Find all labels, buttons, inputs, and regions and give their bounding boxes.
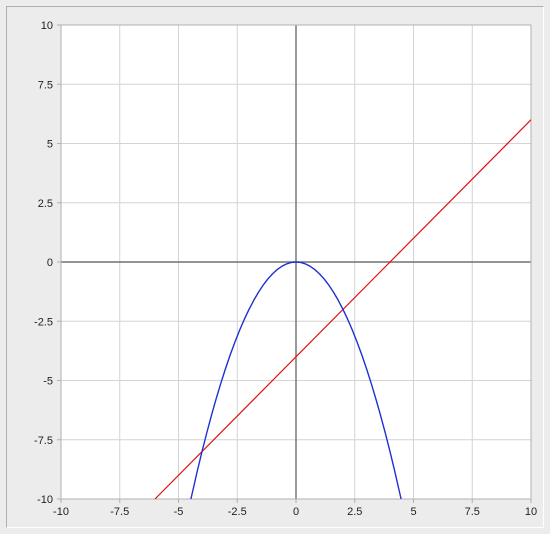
chart-plot: -10 -7.5 -5 -2.5 0 2.5 5 7.5 10 -10 -7.5 -5 -2.5 0 2.5…	[7, 7, 543, 527]
x-tick-label: 7.5	[465, 506, 480, 518]
x-tick-label: -2.5	[228, 506, 247, 518]
x-tick-label: 10	[525, 506, 537, 518]
y-tick-label: 7.5	[38, 79, 53, 91]
y-tick-label: -10	[37, 494, 53, 506]
x-tick-label: -5	[174, 506, 184, 518]
y-tick-label: 5	[47, 139, 53, 151]
y-tick-label: -2.5	[34, 316, 53, 328]
x-tick-label: 5	[410, 506, 416, 518]
x-tick-label: 0	[293, 506, 299, 518]
x-tick-label: -10	[53, 506, 69, 518]
y-tick-label: -5	[43, 376, 53, 388]
chart-frame: -10 -7.5 -5 -2.5 0 2.5 5 7.5 10 -10 -7.5 -5 -2.5 0 2.5…	[6, 6, 544, 528]
x-tick-label: 2.5	[347, 506, 362, 518]
y-tick-label: -7.5	[34, 435, 53, 447]
y-tick-label: 10	[41, 20, 53, 32]
y-tick-label: 0	[47, 257, 53, 269]
chart-svg: -10 -7.5 -5 -2.5 0 2.5 5 7.5 10 -10 -7.5 -5 -2.5 0 2.5…	[7, 7, 545, 529]
x-tick-label: -7.5	[110, 506, 129, 518]
y-tick-label: 2.5	[38, 198, 53, 210]
